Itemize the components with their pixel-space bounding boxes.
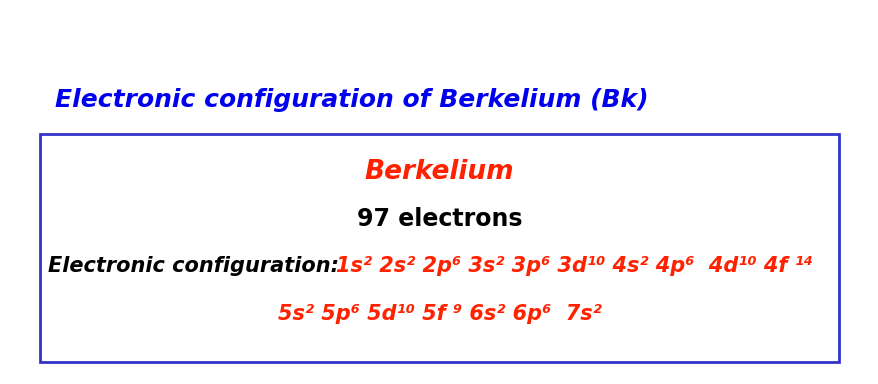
Text: Electronic configuration of Berkelium (Bk): Electronic configuration of Berkelium (B…: [55, 88, 648, 112]
Bar: [40, 134, 838, 362]
Text: 1s² 2s² 2p⁶ 3s² 3p⁶ 3d¹⁰ 4s² 4p⁶  4d¹⁰ 4f ¹⁴: 1s² 2s² 2p⁶ 3s² 3p⁶ 3d¹⁰ 4s² 4p⁶ 4d¹⁰ 4f…: [335, 256, 812, 276]
Text: 97 electrons: 97 electrons: [356, 207, 522, 231]
Text: 5s² 5p⁶ 5d¹⁰ 5f ⁹ 6s² 6p⁶  7s²: 5s² 5p⁶ 5d¹⁰ 5f ⁹ 6s² 6p⁶ 7s²: [277, 304, 601, 324]
Text: Berkelium: Berkelium: [364, 159, 514, 185]
Text: Electronic configuration:: Electronic configuration:: [48, 256, 346, 276]
